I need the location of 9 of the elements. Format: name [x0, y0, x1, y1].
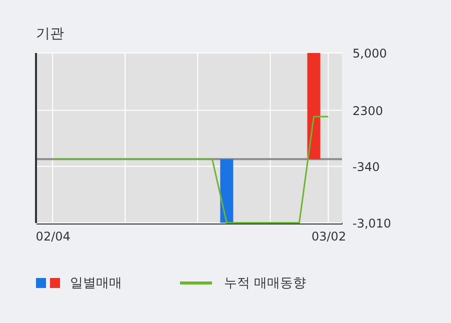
legend-label: 일별매매 — [70, 276, 122, 291]
chart-title: 기관 — [36, 26, 64, 42]
legend-label: 누적 매매동향 — [224, 276, 306, 291]
x-tick-label: 03/02 — [311, 230, 346, 244]
y-tick-label: 5,000 — [352, 46, 387, 60]
y-tick-label: -340 — [352, 160, 380, 174]
y-tick-label: -3,010 — [352, 216, 392, 230]
x-tick-label: 02/04 — [36, 230, 70, 244]
y-tick-label: 2300 — [352, 104, 384, 118]
